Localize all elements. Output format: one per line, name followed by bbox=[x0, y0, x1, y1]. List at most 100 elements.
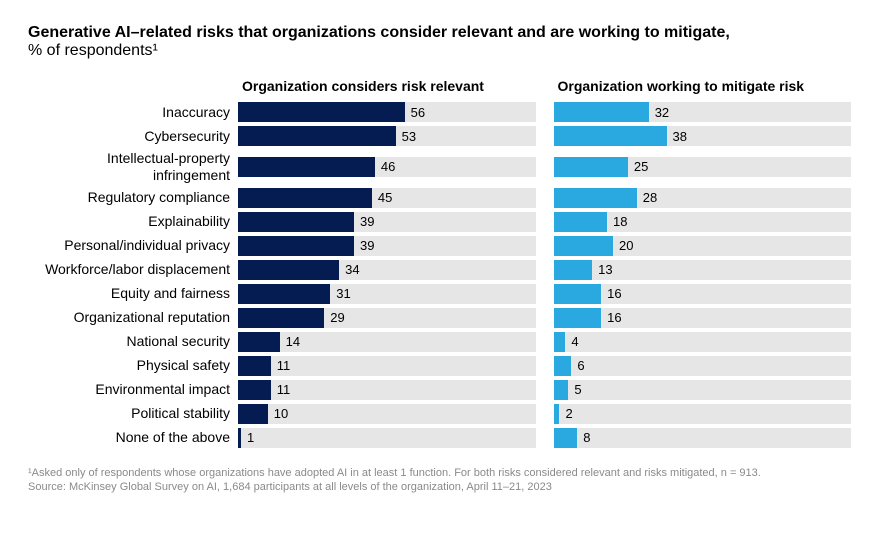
row-label: Workforce/labor displacement bbox=[28, 261, 238, 278]
bar-track-relevant: 29 bbox=[238, 308, 536, 328]
title-line-2: % of respondents¹ bbox=[28, 42, 158, 59]
bar-value-relevant: 14 bbox=[280, 332, 300, 352]
bar-value-mitigate: 28 bbox=[637, 188, 657, 208]
bar-fill-mitigate bbox=[554, 188, 637, 208]
table-row: Physical safety 11 6 bbox=[28, 356, 851, 376]
table-row: Regulatory compliance 45 28 bbox=[28, 188, 851, 208]
row-label: Regulatory compliance bbox=[28, 189, 238, 206]
bar-value-relevant: 46 bbox=[375, 157, 395, 177]
bar-track-mitigate: 4 bbox=[554, 332, 852, 352]
row-label: Cybersecurity bbox=[28, 128, 238, 145]
bar-fill-relevant bbox=[238, 404, 268, 424]
bar-track-mitigate: 25 bbox=[554, 157, 852, 177]
row-label: National security bbox=[28, 333, 238, 350]
row-label: Organizational reputation bbox=[28, 309, 238, 326]
bar-track-relevant: 56 bbox=[238, 102, 536, 122]
bar-fill-relevant bbox=[238, 380, 271, 400]
row-label: Equity and fairness bbox=[28, 285, 238, 302]
bar-value-relevant: 1 bbox=[241, 428, 254, 448]
bar-fill-mitigate bbox=[554, 356, 572, 376]
bar-fill-relevant bbox=[238, 188, 372, 208]
bar-fill-relevant bbox=[238, 284, 330, 304]
bar-track-mitigate: 8 bbox=[554, 428, 852, 448]
bar-track-relevant: 31 bbox=[238, 284, 536, 304]
bar-track-relevant: 53 bbox=[238, 126, 536, 146]
bar-value-relevant: 45 bbox=[372, 188, 392, 208]
bar-fill-relevant bbox=[238, 126, 396, 146]
row-label: Explainability bbox=[28, 213, 238, 230]
table-row: Personal/individual privacy39 20 bbox=[28, 236, 851, 256]
bar-value-relevant: 53 bbox=[396, 126, 416, 146]
bar-value-mitigate: 18 bbox=[607, 212, 627, 232]
bar-fill-mitigate bbox=[554, 284, 602, 304]
table-row: Workforce/labor displacement 34 13 bbox=[28, 260, 851, 280]
row-label: Physical safety bbox=[28, 357, 238, 374]
bar-track-relevant: 45 bbox=[238, 188, 536, 208]
bar-value-mitigate: 2 bbox=[559, 404, 572, 424]
footnote-2: Source: McKinsey Global Survey on AI, 1,… bbox=[28, 480, 851, 495]
bar-value-mitigate: 20 bbox=[613, 236, 633, 256]
row-label: Inaccuracy bbox=[28, 104, 238, 121]
table-row: Explainability39 18 bbox=[28, 212, 851, 232]
row-label: Political stability bbox=[28, 405, 238, 422]
bar-fill-mitigate bbox=[554, 157, 628, 177]
table-row: Cybersecurity 53 38 bbox=[28, 126, 851, 146]
bar-value-relevant: 31 bbox=[330, 284, 350, 304]
bar-track-relevant: 39 bbox=[238, 236, 536, 256]
footnotes: ¹Asked only of respondents whose organiz… bbox=[28, 466, 851, 496]
bar-track-mitigate: 20 bbox=[554, 236, 852, 256]
bar-fill-relevant bbox=[238, 332, 280, 352]
bar-track-relevant: 46 bbox=[238, 157, 536, 177]
bar-fill-mitigate bbox=[554, 126, 667, 146]
series-header-relevant: Organization considers risk relevant bbox=[238, 78, 536, 94]
bar-track-relevant: 10 bbox=[238, 404, 536, 424]
bar-track-mitigate: 13 bbox=[554, 260, 852, 280]
bar-value-mitigate: 16 bbox=[601, 308, 621, 328]
bar-track-relevant: 39 bbox=[238, 212, 536, 232]
row-label: Environmental impact bbox=[28, 381, 238, 398]
bar-value-relevant: 29 bbox=[324, 308, 344, 328]
bar-track-mitigate: 18 bbox=[554, 212, 852, 232]
bar-value-relevant: 34 bbox=[339, 260, 359, 280]
bar-value-mitigate: 4 bbox=[565, 332, 578, 352]
chart-title: Generative AI–related risks that organiz… bbox=[28, 24, 851, 60]
bar-value-relevant: 11 bbox=[271, 356, 291, 376]
label-col-spacer bbox=[28, 78, 238, 94]
bar-track-relevant: 11 bbox=[238, 380, 536, 400]
bar-fill-mitigate bbox=[554, 212, 608, 232]
table-row: Equity and fairness3116 bbox=[28, 284, 851, 304]
bar-fill-mitigate bbox=[554, 102, 649, 122]
bar-fill-relevant bbox=[238, 236, 354, 256]
bar-value-mitigate: 38 bbox=[667, 126, 687, 146]
table-row: Organizational reputation 29 16 bbox=[28, 308, 851, 328]
bar-track-relevant: 34 bbox=[238, 260, 536, 280]
bar-value-mitigate: 5 bbox=[568, 380, 581, 400]
bar-fill-relevant bbox=[238, 356, 271, 376]
bar-value-mitigate: 32 bbox=[649, 102, 669, 122]
bar-track-relevant: 11 bbox=[238, 356, 536, 376]
series-header-mitigate: Organization working to mitigate risk bbox=[554, 78, 852, 94]
row-label: None of the above bbox=[28, 429, 238, 446]
bar-fill-relevant bbox=[238, 102, 405, 122]
row-label: Personal/individual privacy bbox=[28, 237, 238, 254]
bar-fill-mitigate bbox=[554, 260, 593, 280]
bar-value-mitigate: 8 bbox=[577, 428, 590, 448]
bar-track-mitigate: 32 bbox=[554, 102, 852, 122]
bar-value-relevant: 56 bbox=[405, 102, 425, 122]
bar-fill-mitigate bbox=[554, 428, 578, 448]
table-row: National security 14 4 bbox=[28, 332, 851, 352]
title-line-1: Generative AI–related risks that organiz… bbox=[28, 24, 730, 41]
bar-track-mitigate: 2 bbox=[554, 404, 852, 424]
bar-fill-relevant bbox=[238, 308, 324, 328]
bar-fill-mitigate bbox=[554, 380, 569, 400]
bar-fill-relevant bbox=[238, 260, 339, 280]
chart-rows: Inaccuracy5632Cybersecurity5338Intellect… bbox=[28, 102, 851, 448]
bar-track-mitigate: 6 bbox=[554, 356, 852, 376]
risk-bar-chart: Organization considers risk relevant Org… bbox=[28, 78, 851, 448]
table-row: None of the above1 8 bbox=[28, 428, 851, 448]
bar-track-mitigate: 16 bbox=[554, 308, 852, 328]
bar-fill-mitigate bbox=[554, 236, 614, 256]
table-row: Environmental impact11 5 bbox=[28, 380, 851, 400]
bar-value-mitigate: 13 bbox=[592, 260, 612, 280]
table-row: Intellectual-property infringement4625 bbox=[28, 150, 851, 184]
